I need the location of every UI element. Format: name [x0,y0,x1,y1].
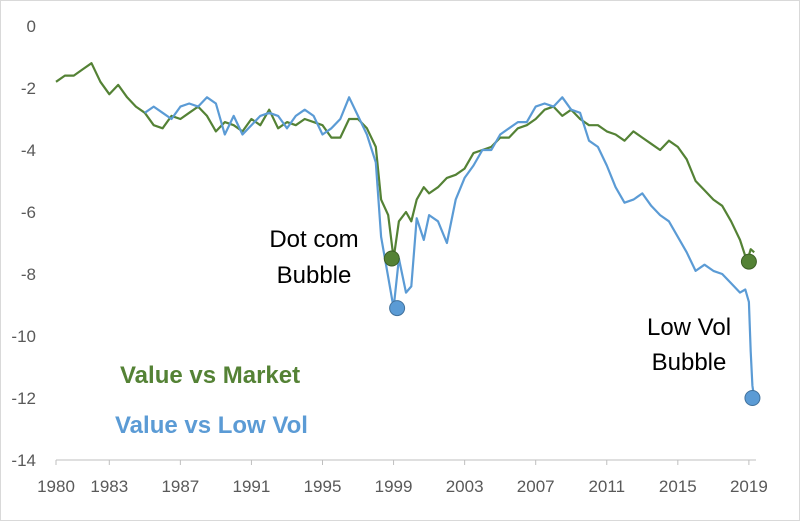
y-tick-label: -10 [11,327,36,346]
y-tick-label: -2 [21,79,36,98]
legend-value-vs-low-vol: Value vs Low Vol [115,412,308,439]
y-tick-label: -4 [21,141,36,160]
x-tick-label: 1980 [37,477,75,496]
legend-value-vs-market: Value vs Market [120,362,300,389]
x-tick-label: 2003 [446,477,484,496]
y-tick-label: -8 [21,265,36,284]
y-tick-label: -6 [21,203,36,222]
x-tick-label: 2011 [588,477,625,496]
x-tick-label: 1987 [161,477,199,496]
x-tick-label: 2015 [659,477,697,496]
highlight-marker [744,390,761,406]
y-tick-label: 0 [27,17,36,36]
x-tick-label: 1999 [375,477,413,496]
highlight-marker [740,253,757,270]
series-line-value-vs-market [55,62,755,263]
y-tick-label: -14 [11,451,36,470]
x-tick-label: 2019 [730,477,768,496]
x-axis-ticks: 1980 1983 1987 1991 1995 1999 2003 2007 2011 2015… [37,460,768,496]
annotation-low-vol-line1: Low Vol [647,314,731,341]
x-tick-label: 1995 [304,477,342,496]
y-tick-label: -12 [11,389,36,408]
series-line-value-vs-low-vol [144,96,756,399]
annotation-dot-com-line2: Bubble [277,262,352,289]
x-tick-label: 1991 [233,477,271,496]
highlight-markers [383,250,761,406]
annotation-dot-com-line1: Dot com [269,226,358,253]
y-axis-ticks: 0 -2 -4 -6 -8 -10 -12 -14 [11,17,36,470]
annotation-low-vol-line2: Bubble [652,349,727,376]
x-tick-label: 1983 [90,477,128,496]
highlight-marker [389,300,406,317]
highlight-marker [383,250,400,267]
series-lines [55,62,756,399]
x-tick-label: 2007 [517,477,555,496]
